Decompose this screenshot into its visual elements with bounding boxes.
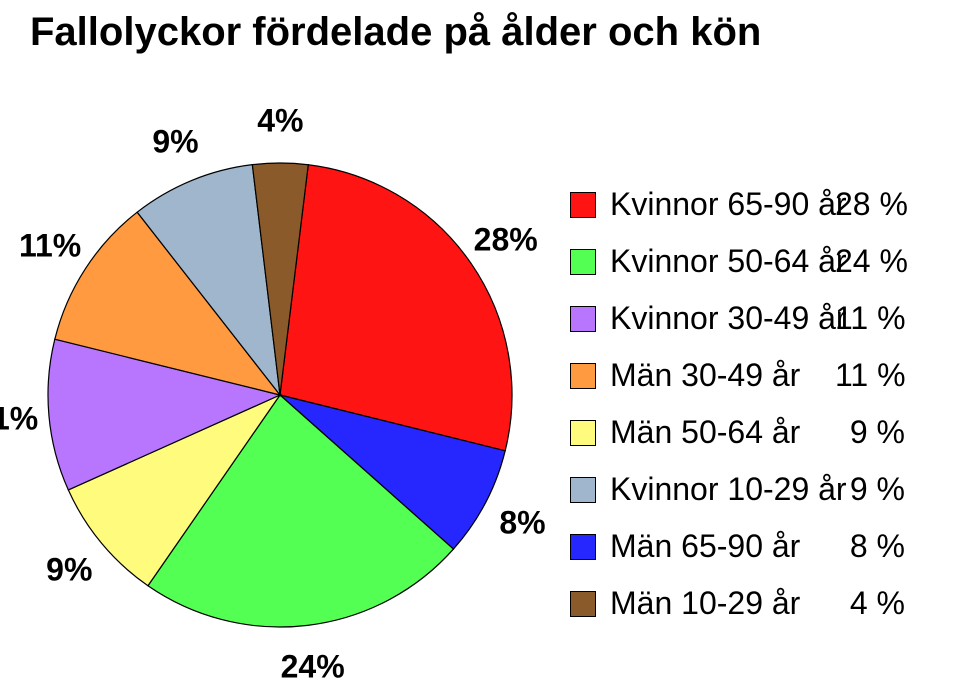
pie-slice-label: 9% (152, 123, 198, 160)
pie-slice-label: 11% (19, 227, 81, 264)
legend-swatch (570, 306, 596, 332)
legend-label: Män 50-64 år (610, 414, 835, 451)
legend-item: Kvinnor 30-49 år11 % (570, 300, 905, 337)
legend-swatch (570, 534, 596, 560)
legend-swatch (570, 249, 596, 275)
legend-swatch (570, 192, 596, 218)
legend-value: 4 % (835, 585, 905, 622)
legend-item: Kvinnor 10-29 år9 % (570, 471, 905, 508)
pie-slice-label: 28% (474, 221, 538, 258)
legend-label: Kvinnor 65-90 år (610, 186, 835, 223)
legend-label: Kvinnor 30-49 år (610, 300, 835, 337)
legend-label: Män 65-90 år (610, 528, 835, 565)
pie-slice-label: 8% (499, 504, 545, 541)
legend-value: 9 % (835, 414, 905, 451)
legend-value: 8 % (835, 528, 905, 565)
legend-value: 24 % (835, 243, 905, 280)
legend-label: Kvinnor 10-29 år (610, 471, 835, 508)
legend-item: Män 65-90 år8 % (570, 528, 905, 565)
legend-label: Män 10-29 år (610, 585, 835, 622)
pie-slice-label: 4% (257, 103, 303, 140)
legend-label: Män 30-49 år (610, 357, 835, 394)
pie-slice-label: 9% (46, 552, 92, 589)
pie-slice-label: 24% (281, 649, 345, 686)
pie-slice-label: 11% (0, 401, 38, 438)
legend-item: Män 50-64 år9 % (570, 414, 905, 451)
legend-value: 11 % (835, 300, 905, 337)
legend-value: 9 % (835, 471, 905, 508)
legend-item: Kvinnor 50-64 år24 % (570, 243, 905, 280)
legend-item: Män 30-49 år11 % (570, 357, 905, 394)
legend-swatch (570, 477, 596, 503)
legend-swatch (570, 363, 596, 389)
legend-value: 11 % (835, 357, 905, 394)
legend-value: 28 % (835, 186, 905, 223)
legend-label: Kvinnor 50-64 år (610, 243, 835, 280)
legend: Kvinnor 65-90 år28 %Kvinnor 50-64 år24 %… (570, 180, 905, 642)
legend-swatch (570, 420, 596, 446)
legend-swatch (570, 591, 596, 617)
legend-item: Män 10-29 år4 % (570, 585, 905, 622)
legend-item: Kvinnor 65-90 år28 % (570, 186, 905, 223)
